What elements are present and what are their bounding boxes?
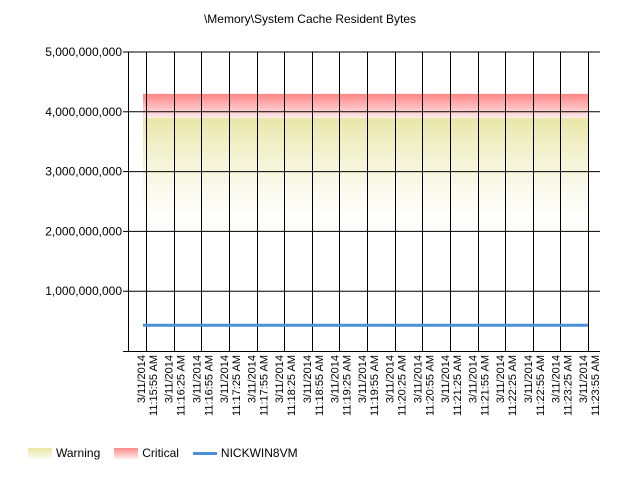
- grid-lines: [128, 51, 600, 351]
- x-tick-label-date: 3/11/2014: [550, 355, 562, 403]
- x-tick-label-date: 3/11/2014: [219, 355, 231, 403]
- x-tick-label-time: 11:16:25 AM: [176, 355, 188, 416]
- x-tick-label-date: 3/11/2014: [578, 355, 590, 403]
- x-tick-label-date: 3/11/2014: [495, 355, 507, 403]
- x-tick-label: 3/11/2014 11:15:55 AM: [136, 355, 160, 416]
- x-tick-label-date: 3/11/2014: [385, 355, 397, 403]
- threshold-bands: [143, 93, 588, 232]
- x-tick-label: 3/11/2014 11:21:55 AM: [468, 355, 492, 416]
- legend-item-critical: Critical: [114, 446, 179, 460]
- band-critical: [143, 93, 588, 118]
- x-tick-label-time: 11:17:55 AM: [259, 355, 271, 416]
- warning-swatch: [28, 447, 52, 459]
- x-tick-label-time: 11:18:25 AM: [286, 355, 298, 416]
- x-tick-label: 3/11/2014 11:19:55 AM: [357, 355, 381, 416]
- series-swatch: [192, 451, 217, 455]
- x-tick-label-date: 3/11/2014: [191, 355, 203, 403]
- x-tick-label-time: 11:19:25 AM: [341, 355, 353, 416]
- y-tick-label: 1,000,000,000: [45, 284, 122, 298]
- x-tick-label: 3/11/2014 11:23:55 AM: [578, 355, 602, 416]
- x-tick-label: 3/11/2014 11:21:25 AM: [440, 355, 464, 416]
- x-tick-label-time: 11:17:25 AM: [231, 355, 243, 416]
- y-tick-label: 5,000,000,000: [45, 45, 122, 59]
- x-tick-label: 3/11/2014 11:22:55 AM: [523, 355, 547, 416]
- x-tick-label: 3/11/2014 11:16:25 AM: [164, 355, 188, 416]
- x-tick-label-time: 11:16:55 AM: [203, 355, 215, 416]
- legend: Warning Critical NICKWIN8VM: [28, 444, 312, 462]
- axes: 5,000,000,000 4,000,000,000 3,000,000,000 2…: [45, 45, 602, 416]
- x-tick-label: 3/11/2014 11:22:25 AM: [495, 355, 519, 416]
- y-tick-label: 4,000,000,000: [45, 105, 122, 119]
- legend-label-warning: Warning: [56, 446, 101, 460]
- x-tick-label: 3/11/2014 11:16:55 AM: [191, 355, 215, 416]
- x-tick-label-time: 11:20:25 AM: [397, 355, 409, 416]
- y-tick-label: 3,000,000,000: [45, 165, 122, 179]
- x-tick-label: 3/11/2014 11:17:25 AM: [219, 355, 243, 416]
- x-tick-label-date: 3/11/2014: [302, 355, 314, 403]
- y-tick-label: 2,000,000,000: [45, 224, 122, 238]
- x-tick-label-date: 3/11/2014: [440, 355, 452, 403]
- x-tick-label-date: 3/11/2014: [523, 355, 535, 403]
- x-tick-label-time: 11:20:55 AM: [424, 355, 436, 416]
- x-tick-label: 3/11/2014 11:23:25 AM: [550, 355, 574, 416]
- x-tick-label-time: 11:22:25 AM: [507, 355, 519, 416]
- x-tick-label-date: 3/11/2014: [329, 355, 341, 403]
- legend-label-series: NICKWIN8VM: [220, 446, 298, 460]
- x-tick-label-time: 11:19:55 AM: [369, 355, 381, 416]
- x-tick-label-date: 3/11/2014: [164, 355, 176, 403]
- x-tick-label: 3/11/2014 11:18:55 AM: [302, 355, 326, 416]
- legend-item-series: NICKWIN8VM: [192, 446, 298, 460]
- x-tick-label-date: 3/11/2014: [274, 355, 286, 403]
- critical-swatch: [114, 447, 139, 459]
- x-tick-label-time: 11:22:55 AM: [535, 355, 547, 416]
- x-tick-label-date: 3/11/2014: [412, 355, 424, 403]
- x-tick-label-date: 3/11/2014: [357, 355, 369, 403]
- legend-item-warning: Warning: [28, 446, 100, 460]
- x-tick-label-date: 3/11/2014: [468, 355, 480, 403]
- chart-title: \Memory\System Cache Resident Bytes: [203, 12, 417, 26]
- x-tick-label-date: 3/11/2014: [247, 355, 259, 403]
- band-warning: [143, 117, 588, 232]
- x-tick-label-date: 3/11/2014: [136, 355, 148, 403]
- x-tick-label-time: 11:21:25 AM: [452, 355, 464, 416]
- legend-label-critical: Critical: [142, 446, 179, 460]
- x-tick-label-time: 11:18:55 AM: [314, 355, 326, 416]
- x-tick-label: 3/11/2014 11:18:25 AM: [274, 355, 298, 416]
- plot-area: 5,000,000,000 4,000,000,000 3,000,000,000 2…: [45, 45, 602, 416]
- x-tick-label-time: 11:21:55 AM: [480, 355, 492, 416]
- x-tick-label-time: 11:15:55 AM: [148, 355, 160, 416]
- x-tick-label: 3/11/2014 11:20:25 AM: [385, 355, 409, 416]
- x-tick-label-time: 11:23:55 AM: [590, 355, 602, 416]
- x-tick-label: 3/11/2014 11:19:25 AM: [329, 355, 353, 416]
- x-tick-label: 3/11/2014 11:17:55 AM: [247, 355, 271, 416]
- x-tick-label-time: 11:23:25 AM: [562, 355, 574, 416]
- x-tick-label: 3/11/2014 11:20:55 AM: [412, 355, 436, 416]
